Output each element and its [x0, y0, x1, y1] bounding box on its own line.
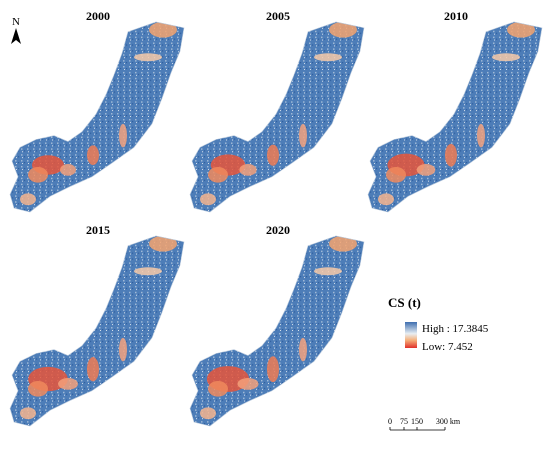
low-cs-zone — [149, 21, 177, 38]
low-cs-zone — [134, 53, 162, 62]
scale-label: 0 — [388, 417, 392, 426]
low-cs-zone — [87, 145, 99, 165]
low-cs-zone — [492, 53, 520, 62]
low-cs-zone — [28, 380, 48, 397]
low-cs-zone — [416, 164, 436, 176]
low-cs-zone — [87, 357, 99, 382]
map-panel: 2000 — [9, 9, 185, 213]
low-cs-zone — [299, 123, 307, 148]
low-cs-zone — [20, 407, 36, 420]
low-cs-zone — [267, 356, 279, 383]
low-cs-zone — [200, 407, 216, 420]
year-label: 2015 — [86, 223, 110, 237]
low-cs-zone — [299, 337, 307, 362]
low-cs-zone — [329, 235, 357, 252]
legend-title: CS (t) — [388, 295, 421, 310]
low-cs-zone — [237, 378, 259, 390]
map-panels: 2000 2005 2010 2015 2020 — [9, 9, 543, 427]
legend: CS (t) High : 17.3845 Low: 7.452 — [388, 295, 489, 353]
low-cs-zone — [314, 53, 342, 62]
low-cs-zone — [314, 267, 342, 276]
scale-label: 75 — [400, 417, 408, 426]
low-cs-zone — [58, 378, 78, 390]
map-panel: 2020 — [189, 223, 365, 427]
year-label: 2000 — [86, 9, 110, 23]
map-panel: 2010 — [367, 9, 543, 213]
low-cs-zone — [208, 380, 228, 397]
map-panel: 2005 — [189, 9, 365, 213]
year-label: 2010 — [444, 9, 468, 23]
low-cs-zone — [134, 267, 162, 276]
land-fill — [190, 21, 364, 213]
low-cs-zone — [149, 235, 177, 252]
land-fill — [10, 21, 184, 213]
year-label: 2005 — [266, 9, 290, 23]
north-arrow: N — [11, 16, 21, 44]
low-cs-zone — [28, 166, 48, 183]
low-cs-zone — [445, 143, 457, 167]
low-cs-zone — [119, 337, 127, 362]
land-area — [190, 21, 364, 213]
land-fill — [190, 235, 364, 427]
low-cs-zone — [20, 193, 36, 206]
year-label: 2020 — [266, 223, 290, 237]
low-cs-zone — [119, 123, 127, 148]
low-cs-zone — [507, 21, 535, 38]
low-cs-zone — [477, 123, 485, 148]
low-cs-zone — [267, 144, 279, 166]
low-cs-zone — [208, 166, 228, 183]
low-cs-zone — [60, 164, 76, 176]
land-area — [368, 21, 542, 213]
scale-label: 150 — [411, 417, 423, 426]
low-cs-zone — [329, 21, 357, 38]
low-cs-zone — [386, 166, 406, 183]
map-panel: 2015 — [9, 223, 185, 427]
land-fill — [10, 235, 184, 427]
legend-low: Low: 7.452 — [422, 341, 473, 353]
land-area — [10, 21, 184, 213]
land-fill — [368, 21, 542, 213]
legend-high: High : 17.3845 — [422, 323, 489, 335]
legend-ramp — [405, 322, 417, 348]
land-area — [190, 235, 364, 427]
north-label: N — [12, 16, 20, 28]
scale-label: 300 km — [436, 417, 461, 426]
low-cs-zone — [239, 164, 257, 176]
scale-bar: 0 75 150 300 km — [388, 417, 461, 431]
low-cs-zone — [378, 193, 394, 206]
low-cs-zone — [200, 193, 216, 206]
land-area — [10, 235, 184, 427]
